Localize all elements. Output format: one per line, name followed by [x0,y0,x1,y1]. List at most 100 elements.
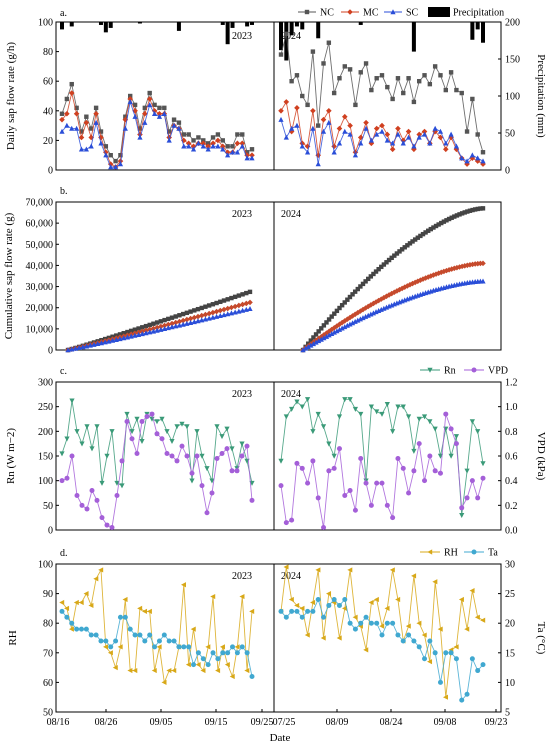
precipitation-bar [289,22,294,36]
b-yaxis-label: 70,000 [26,198,54,209]
c-yaxis-label: 50 [43,501,53,512]
a-SC-2024-point [294,122,300,128]
b-MC-2024-point [373,299,379,305]
d-RH-2023-point [210,593,216,600]
a-SC-2024-point [411,143,417,149]
b-SC-2023-point [243,306,249,312]
c-Rn-2024-point [379,411,385,417]
b-SC-2023-point [147,329,153,335]
d-Ta-2023-point [215,656,221,662]
b-MC-2024-point [467,261,473,268]
a-SC-2024-point [352,152,359,158]
d-Ta-2024-point [299,614,305,620]
a-NC-2024-point [284,31,289,37]
b-SC-2023-point [124,334,131,340]
a-year-2023: 2023 [232,31,252,42]
b-MC-2023-point [247,299,253,306]
b-NC-2024-point [352,289,358,294]
d-RH-2023-point [88,602,94,609]
d-RH-2023-point [180,582,186,588]
legend-precipitation: Precipitation [453,8,504,19]
b-NC-2023-point [162,317,167,323]
d-Ta-2024-point [289,608,295,614]
a-NC-2023-point [118,153,123,158]
c-VPD-2024-point [422,478,428,484]
a-MC-2024-point [379,122,385,129]
c-VPD-2023-point [94,497,100,503]
a-yaxis-label: 20 [43,136,53,147]
d-Ta-2024-point [464,691,470,697]
d-Ta-2024-point [475,668,481,674]
d-RH-2024-point [442,694,448,700]
b-NC-2024-point [449,215,454,220]
a-NC-2024-point [363,61,369,66]
d-y2axis-label: 20 [505,619,515,630]
b-SC-2023-point [239,307,246,313]
d-Ta-2023-point [210,650,216,656]
a-SC-2023-point [234,149,240,155]
d-Ta-2024-point [283,614,289,620]
d-Ta-2023-point [230,644,236,650]
c-Rn-2024-point [299,404,305,410]
b-NC-2023-point [218,299,223,304]
a-NC-2024-point [353,102,358,108]
b-NC-2024-point [426,228,431,233]
d-Ta-2023-point [156,638,162,644]
d-RH-2023-point [64,605,70,611]
c-VPD-2023-point [249,497,255,503]
b-NC-2023-point [125,329,130,335]
precipitation-bar [284,22,289,61]
c-Rn-2023-point [204,466,210,472]
a-NC-2024-point [480,150,486,155]
a-year-2024: 2024 [281,31,301,42]
precipitation-bar [220,22,225,25]
a-SC-2023-point [147,102,153,108]
b-SC-2023-point [128,333,134,339]
c-VPD-2024-point [443,411,449,417]
b-SC-2023-point [210,314,216,320]
c-Rn-2024-point [347,397,353,403]
d-Ta-2024-point [422,656,428,662]
b-NC-2024-point [405,243,410,248]
a-SC-2024-point [326,119,332,125]
a-yaxis-label: 100 [38,18,53,29]
a-NC-2024-point [385,84,390,90]
d-Ta-2024-point [480,662,486,668]
precipitation-bar [108,22,113,28]
b-MC-2024-point [417,277,424,283]
b-MC-2023-point [191,314,198,321]
b-MC-2023-point [172,319,179,326]
b-SC-2024-point [318,336,324,342]
b-SC-2023-point [206,315,212,321]
a-yaxis-label: 0 [48,166,53,177]
d-RH-2023-point [93,576,99,582]
a-SC-2024-point [336,140,343,146]
a-SC-2024-point [379,128,385,134]
c-Rn-2024-point [405,414,412,420]
c-Rn-2024-point [475,429,481,435]
precipitation-bar [358,22,363,25]
b-MC-2023-point [232,303,238,310]
c-VPD-2024-point [459,505,465,511]
c-y2label: VPD (kPa) [535,432,547,481]
b-NC-2024-point [407,241,413,246]
d-RH-2023-point [161,679,167,685]
a-MC-2023-point [234,140,241,147]
b-NC-2023-point [140,325,145,330]
a-NC-2023-point [225,144,230,149]
b-yaxis-label: 40,000 [26,261,54,272]
a-NC-2024-point [448,70,454,75]
c-VPD-2023-point [229,468,235,474]
a-SC-2023-point [83,146,89,152]
b-MC-2024-point [339,319,345,326]
b-NC-2024-point [376,266,381,272]
c-VPD-2023-point [59,478,65,484]
b-SC-2023-point [102,339,108,345]
a-NC-2023-point [157,105,162,111]
plot-frame-b [55,201,502,351]
d-RH-2023-point [151,667,157,674]
d-Ta-2024-point [342,597,348,603]
d-y2axis-label: 5 [505,708,510,719]
precipitation-bar [279,22,283,51]
d-Ta-2024-point [432,650,438,656]
